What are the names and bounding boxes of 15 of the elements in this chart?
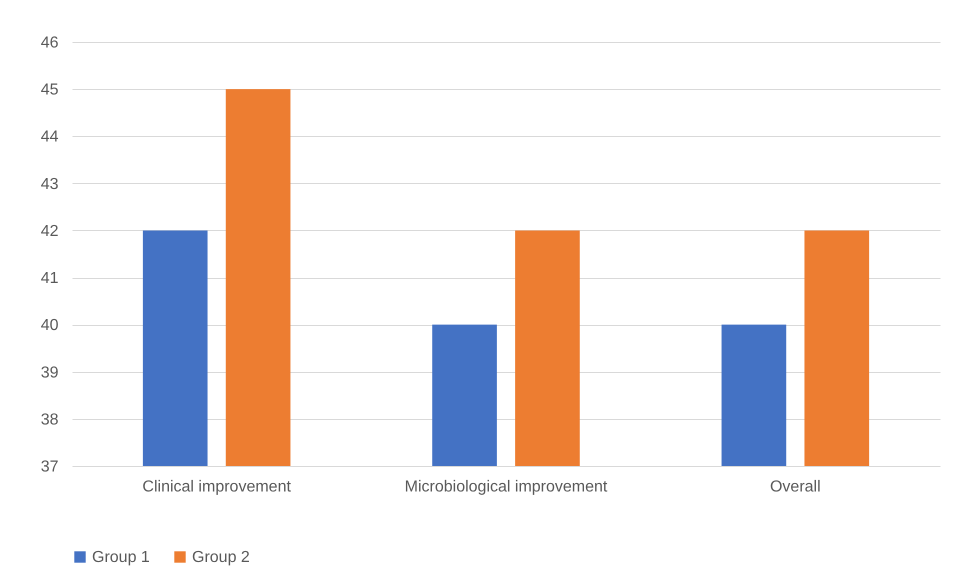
y-tick-label: 38 bbox=[40, 411, 59, 428]
legend-label: Group 2 bbox=[192, 549, 250, 566]
y-tick-label: 39 bbox=[40, 364, 59, 382]
y-tick-label: 42 bbox=[40, 222, 59, 240]
y-tick-label: 46 bbox=[40, 34, 59, 52]
x-tick-label: Overall bbox=[770, 478, 821, 496]
x-tick-label: Microbiological improvement bbox=[404, 478, 608, 496]
x-tick-label: Clinical improvement bbox=[142, 478, 292, 496]
y-tick-label: 37 bbox=[40, 458, 59, 476]
y-tick-label: 40 bbox=[40, 317, 59, 334]
y-tick-label: 45 bbox=[40, 82, 59, 99]
y-tick-label: 41 bbox=[40, 270, 59, 288]
y-tick-label: 44 bbox=[40, 128, 59, 146]
y-tick-label: 43 bbox=[40, 176, 59, 193]
legend-label: Group 1 bbox=[92, 549, 150, 566]
